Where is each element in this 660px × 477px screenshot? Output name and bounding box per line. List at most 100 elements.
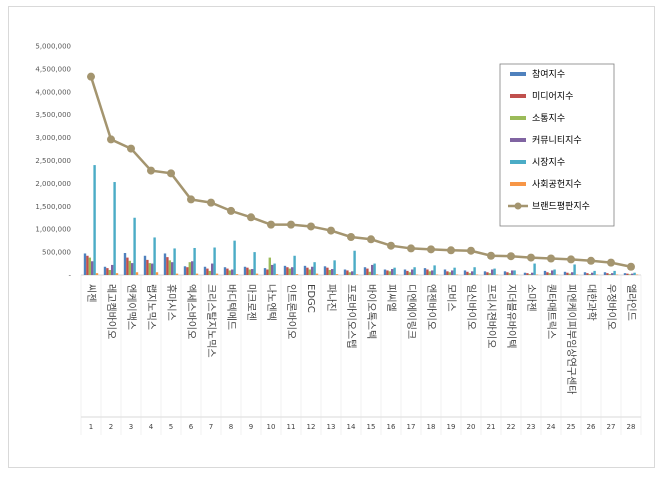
bar-소통지수	[128, 260, 131, 275]
category-label: 피씨엘	[385, 284, 398, 312]
bar-미디어지수	[446, 271, 449, 275]
bar-미디어지수	[426, 269, 429, 275]
bar-미디어지수	[346, 270, 349, 275]
bar-시장지수	[233, 240, 236, 275]
bar-시장지수	[593, 270, 596, 275]
bar-미디어지수	[126, 257, 129, 275]
bar-커뮤니티지수	[111, 264, 114, 275]
rank-label: 14	[347, 423, 356, 431]
line-point	[287, 220, 295, 229]
category-label: 엔젠바이오	[425, 284, 437, 330]
bar-커뮤니티지수	[471, 271, 474, 275]
bar-참여지수	[143, 255, 147, 275]
bar-사회공헌지수	[215, 273, 219, 275]
bar-시장지수	[313, 262, 316, 275]
bar-소통지수	[428, 271, 431, 275]
bar-커뮤니티지수	[191, 261, 194, 275]
bar-미디어지수	[406, 270, 409, 275]
bar-미디어지수	[86, 255, 89, 275]
bar-소통지수	[148, 263, 151, 275]
bar-커뮤니티지수	[451, 270, 454, 275]
category-label: 마크로젠	[245, 284, 257, 321]
bar-커뮤니티지수	[291, 267, 294, 275]
bar-소통지수	[308, 269, 311, 275]
bar-사회공헌지수	[175, 273, 179, 275]
bar-소통지수	[388, 271, 391, 275]
bar-시장지수	[253, 252, 256, 275]
bar-참여지수	[203, 266, 207, 275]
category-label: 엑세스바이오	[185, 284, 197, 339]
line-point	[427, 245, 435, 254]
category-label: 휴마시스	[165, 284, 177, 321]
category-label: 우정바이오	[605, 284, 617, 330]
line-point	[487, 251, 495, 260]
bar-커뮤니티지수	[411, 269, 414, 275]
category-label: 씨젠	[85, 284, 97, 302]
bar-커뮤니티지수	[431, 270, 434, 275]
bar-사회공헌지수	[115, 273, 119, 275]
bar-소통지수	[108, 269, 111, 275]
bar-시장지수	[413, 267, 416, 275]
bar-시장지수	[553, 269, 556, 275]
y-tick-label: 3,500,000	[35, 111, 71, 119]
line-point	[127, 144, 135, 153]
bar-참여지수	[623, 273, 627, 275]
bar-참여지수	[583, 272, 587, 275]
bar-시장지수	[393, 267, 396, 275]
bar-참여지수	[403, 269, 407, 275]
bar-시장지수	[93, 165, 96, 275]
bar-소통지수	[288, 268, 291, 275]
bar-참여지수	[523, 272, 527, 275]
bar-커뮤니티지수	[231, 269, 234, 275]
rank-label: 20	[467, 423, 476, 431]
bar-커뮤니티지수	[131, 263, 134, 275]
legend-label: 시장지수	[532, 157, 565, 168]
bar-참여지수	[503, 271, 507, 275]
bar-소통지수	[348, 272, 351, 275]
bar-참여지수	[563, 271, 567, 275]
legend-swatch-point	[514, 202, 522, 210]
category-label: 대한과학	[585, 284, 597, 321]
bar-커뮤니티지수	[271, 264, 274, 275]
bar-참여지수	[183, 266, 187, 275]
line-point	[167, 169, 175, 178]
line-point	[267, 220, 275, 229]
bar-커뮤니티지수	[91, 261, 94, 275]
y-tick-label: 1,500,000	[35, 203, 71, 211]
bar-미디어지수	[106, 268, 109, 275]
line-point	[407, 244, 415, 253]
line-point	[147, 166, 155, 175]
bar-커뮤니티지수	[391, 269, 394, 275]
bar-미디어지수	[566, 272, 569, 275]
bar-커뮤니티지수	[511, 270, 514, 275]
bar-사회공헌지수	[515, 274, 519, 276]
rank-label: 11	[287, 423, 296, 431]
bar-소통지수	[208, 270, 211, 275]
bar-커뮤니티지수	[151, 263, 154, 275]
legend-swatch-참여지수	[510, 72, 526, 76]
bar-사회공헌지수	[475, 274, 479, 276]
rank-label: 27	[607, 423, 616, 431]
bar-참여지수	[103, 266, 107, 275]
legend-label: 사회공헌지수	[532, 179, 582, 190]
line-브랜드평판지수	[89, 76, 632, 268]
y-tick-label: 2,500,000	[35, 157, 71, 165]
line-point	[247, 213, 255, 222]
bar-미디어지수	[206, 268, 209, 275]
category-label: EDGC	[305, 284, 316, 313]
bar-소통지수	[248, 269, 251, 275]
bar-참여지수	[603, 272, 607, 275]
category-label: 모비스	[445, 284, 457, 312]
bar-시장지수	[493, 268, 496, 275]
bar-시장지수	[333, 260, 336, 275]
y-tick-label: 2,000,000	[35, 180, 71, 188]
rank-label: 9	[249, 423, 253, 431]
rank-label: 5	[169, 423, 173, 431]
bar-미디어지수	[606, 273, 609, 275]
rank-label: 26	[587, 423, 596, 431]
bar-소통지수	[548, 273, 551, 275]
bar-커뮤니티지수	[311, 266, 314, 275]
legend-swatch-시장지수	[510, 160, 526, 164]
bar-소통지수	[228, 270, 231, 275]
rank-label: 3	[129, 423, 133, 431]
